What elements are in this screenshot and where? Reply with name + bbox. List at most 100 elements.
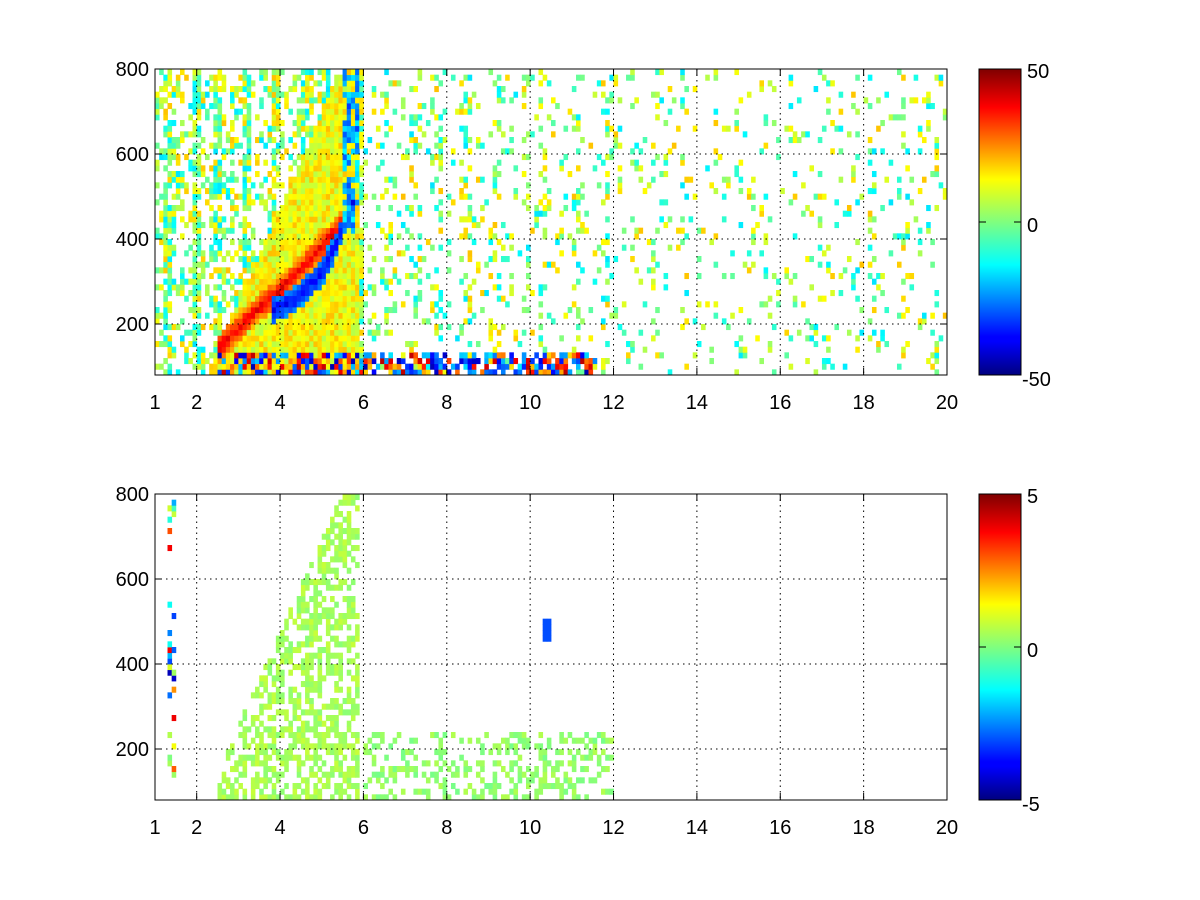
- heatmap-cell: [730, 250, 735, 257]
- heatmap-cell: [871, 216, 877, 223]
- heatmap-cell: [500, 244, 506, 251]
- heatmap-cell: [338, 256, 343, 263]
- heatmap-cell: [296, 199, 302, 206]
- heatmap-cell: [434, 131, 439, 138]
- heatmap-cell: [200, 137, 206, 144]
- heatmap-cell: [313, 142, 318, 149]
- heatmap-cell: [488, 273, 494, 280]
- heatmap-cell: [263, 142, 268, 149]
- heatmap-cell: [255, 363, 260, 370]
- heatmap-cell: [350, 766, 356, 773]
- heatmap-cell: [284, 193, 289, 200]
- heatmap-cell: [338, 528, 343, 535]
- heatmap-cell: [205, 176, 210, 183]
- heatmap-cell: [467, 737, 473, 744]
- heatmap-cell: [230, 148, 235, 155]
- heatmap-cell: [330, 205, 335, 212]
- heatmap-cell: [300, 284, 306, 291]
- heatmap-cell: [638, 363, 644, 370]
- heatmap-cell: [371, 369, 377, 376]
- heatmap-cell: [267, 278, 273, 285]
- heatmap-cell: [713, 233, 719, 240]
- heatmap-cell: [817, 295, 823, 302]
- heatmap-cell: [334, 783, 339, 790]
- heatmap-cell: [171, 511, 177, 518]
- heatmap-cell: [442, 137, 448, 144]
- heatmap-cell: [313, 794, 318, 801]
- heatmap-cell: [242, 278, 248, 285]
- heatmap-cell: [917, 318, 923, 325]
- heatmap-cell: [242, 743, 248, 750]
- heatmap-cell: [534, 216, 539, 223]
- heatmap-cell: [338, 199, 343, 206]
- heatmap-cell: [646, 182, 652, 189]
- heatmap-cell: [917, 239, 923, 246]
- heatmap-cell: [300, 80, 306, 87]
- heatmap-cell: [492, 352, 498, 359]
- heatmap-cell: [296, 171, 302, 178]
- heatmap-cell: [313, 329, 318, 336]
- heatmap-cell: [171, 278, 177, 285]
- heatmap-cell: [192, 182, 198, 189]
- heatmap-cell: [342, 91, 348, 98]
- heatmap-cell: [509, 233, 514, 240]
- heatmap-cell: [267, 341, 273, 348]
- heatmap-cell: [209, 165, 214, 172]
- heatmap-cell: [734, 125, 739, 132]
- heatmap-cell: [309, 675, 314, 682]
- heatmap-cell: [196, 363, 202, 370]
- heatmap-cell: [284, 148, 289, 155]
- heatmap-cell: [300, 318, 306, 325]
- heatmap-cell: [796, 137, 802, 144]
- heatmap-cell: [196, 80, 202, 87]
- heatmap-cell: [471, 312, 477, 319]
- heatmap-cell: [325, 205, 331, 212]
- x-tick-label: 12: [602, 392, 624, 414]
- heatmap-cell: [346, 743, 352, 750]
- heatmap-cell: [463, 363, 469, 370]
- heatmap-cell: [450, 732, 456, 739]
- heatmap-cell: [334, 86, 339, 93]
- heatmap-cell: [605, 737, 610, 744]
- heatmap-cell: [163, 131, 168, 138]
- heatmap-cell: [525, 205, 531, 212]
- heatmap-cell: [330, 159, 335, 166]
- heatmap-cell: [605, 788, 610, 795]
- heatmap-cell: [467, 205, 473, 212]
- heatmap-cell: [259, 681, 264, 688]
- heatmap-cell: [155, 318, 160, 325]
- heatmap-cell: [521, 86, 527, 93]
- heatmap-cell: [438, 290, 444, 297]
- heatmap-cell: [755, 335, 760, 342]
- heatmap-cell: [880, 273, 885, 280]
- heatmap-cell: [296, 647, 302, 654]
- heatmap-cell: [538, 284, 544, 291]
- heatmap-cell: [521, 171, 527, 178]
- heatmap-cell: [242, 760, 248, 767]
- heatmap-cell: [196, 86, 202, 93]
- heatmap-cell: [209, 301, 214, 308]
- heatmap-cell: [609, 148, 614, 155]
- heatmap-cell: [338, 618, 343, 625]
- heatmap-cell: [667, 216, 673, 223]
- heatmap-cell: [225, 754, 231, 761]
- heatmap-cell: [821, 74, 827, 81]
- heatmap-cell: [334, 732, 339, 739]
- heatmap-cell: [371, 312, 377, 319]
- heatmap-cell: [330, 284, 335, 291]
- heatmap-cell: [759, 205, 764, 212]
- heatmap-cell: [350, 771, 356, 778]
- heatmap-cell: [609, 273, 614, 280]
- heatmap-cell: [746, 188, 752, 195]
- heatmap-cell: [167, 505, 173, 512]
- heatmap-cell: [601, 199, 606, 206]
- heatmap-cell: [305, 176, 310, 183]
- heatmap-cell: [509, 777, 514, 784]
- heatmap-cell: [317, 352, 323, 359]
- heatmap-cell: [309, 352, 314, 359]
- heatmap-cell: [200, 363, 206, 370]
- heatmap-cell: [380, 737, 385, 744]
- heatmap-cell: [271, 312, 277, 319]
- heatmap-cell: [250, 227, 256, 234]
- heatmap-cell: [542, 210, 548, 217]
